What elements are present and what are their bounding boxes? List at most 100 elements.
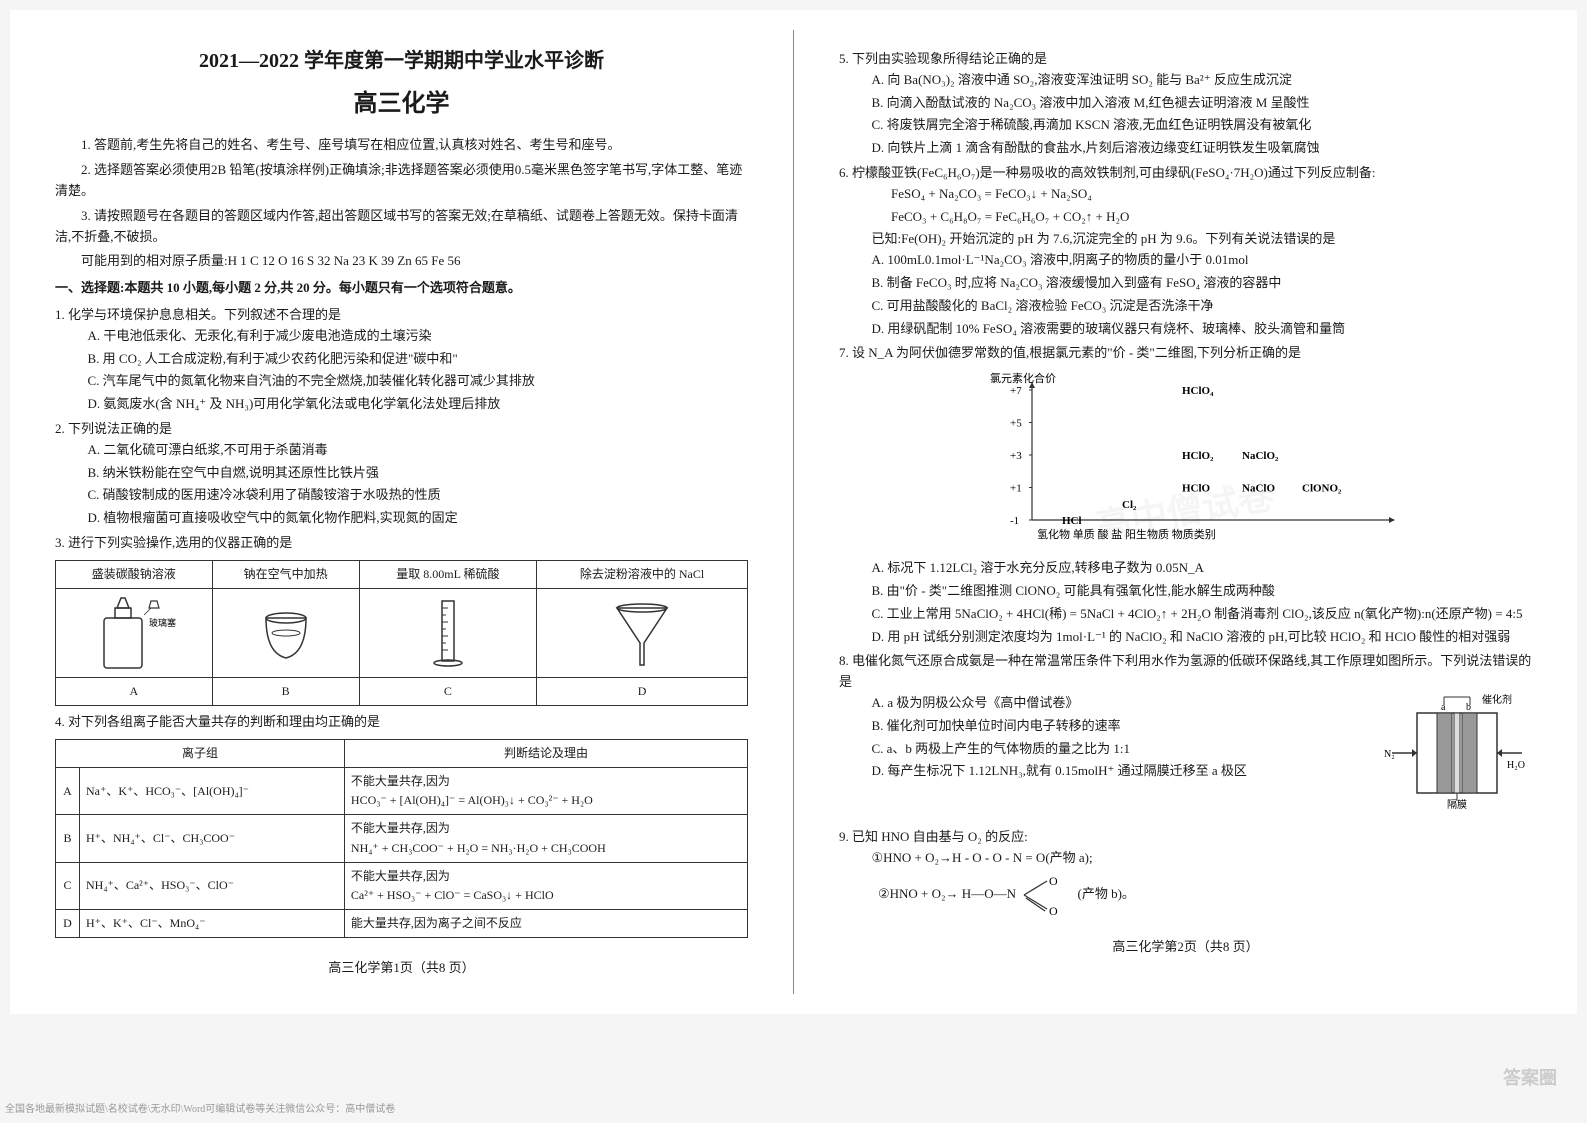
q8-opt-b: B. 催化剂可加快单位时间内电子转移的速率 <box>871 716 1372 737</box>
svg-text:HCl: HCl <box>1062 515 1082 527</box>
q8-stem: 8. 电催化氮气还原合成氨是一种在常温常压条件下利用水作为氢源的低碳环保路线,其… <box>839 651 1532 693</box>
q6-reaction-1: FeSO₄ + Na₂CO₃ = FeCO₃↓ + Na₂SO₄ <box>839 184 1532 205</box>
valence-class-chart-icon: +7+5+3+1-1氯元素化合价氢化物 单质 酸 盐 阳生物质 物质类别HClO… <box>982 370 1402 550</box>
svg-text:氢化物 单质 酸 盐 阳: 氢化物 单质 酸 盐 阳生物质 物质类别 <box>1037 527 1216 541</box>
q3-stem: 3. 进行下列实验操作,选用的仪器正确的是 <box>55 533 748 554</box>
q9-stem: 9. 已知 HNO 自由基与 O₂ 的反应: <box>839 827 1532 848</box>
q7-opt-b: B. 由"价 - 类"二维图推测 ClONO₂ 可能具有强氧化性,能水解生成两种… <box>871 581 1532 602</box>
q5-stem: 5. 下列由实验现象所得结论正确的是 <box>839 49 1532 70</box>
q7-opt-c: C. 工业上常用 5NaClO₂ + 4HCl(稀) = 5NaCl + 4Cl… <box>871 604 1532 625</box>
section-1-header: 一、选择题:本题共 10 小题,每小题 2 分,共 20 分。每小题只有一个选项… <box>55 278 748 299</box>
q6-given: 已知:Fe(OH)₂ 开始沉淀的 pH 为 7.6,沉淀完全的 pH 为 9.6… <box>839 229 1532 250</box>
q4-row-c-reason: 不能大量共存,因为 Ca²⁺ + HSO₃⁻ + ClO⁻ = CaSO₃↓ +… <box>344 862 747 909</box>
q4-row-b-ions: H⁺、NH₄⁺、Cl⁻、CH₃COO⁻ <box>80 815 345 862</box>
q5-opt-d: D. 向铁片上滴 1 滴含有酚酞的食盐水,片刻后溶液边缘变红证明铁发生吸氧腐蚀 <box>871 138 1532 159</box>
electrolysis-cell-icon: 催化剂 a b N₂ H₂O 隔膜 <box>1382 693 1532 823</box>
q7-opt-d: D. 用 pH 试纸分别测定浓度均为 1mol·L⁻¹ 的 NaClO₂ 和 N… <box>871 627 1532 648</box>
q3-table: 盛装碳酸钠溶液 钠在空气中加热 量取 8.00mL 稀硫酸 除去淀粉溶液中的 N… <box>55 560 748 706</box>
q4-row-b-reason: 不能大量共存,因为 NH₄⁺ + CH₃COO⁻ + H₂O = NH₃·H₂O… <box>344 815 747 862</box>
answer-stamp: 答案圈 <box>1503 1064 1557 1093</box>
svg-text:-1: -1 <box>1010 515 1019 527</box>
q8-opt-c: C. a、b 两极上产生的气体物质的量之比为 1:1 <box>871 739 1372 760</box>
svg-text:+5: +5 <box>1010 418 1022 430</box>
q3-lbl-c: C <box>359 677 536 705</box>
instruction-2: 2. 选择题答案必须使用2B 铅笔(按填涂样例)正确填涂;非选择题答案必须使用0… <box>55 160 748 202</box>
bottom-watermark: 全国各地最新模拟试题\名校试卷\无水印\Word可编辑试卷等关注微信公众号：高中… <box>5 1102 395 1118</box>
q4-row-b-lbl: B <box>56 815 80 862</box>
q8-options: A. a 极为阴极公众号《高中僧试卷》 B. 催化剂可加快单位时间内电子转移的速… <box>839 693 1372 823</box>
funnel-icon <box>602 593 682 673</box>
graduated-cylinder-icon <box>418 593 478 673</box>
q9-line-2: ②HNO + O₂→ H—O—N O O (产物 b)。 <box>839 873 1532 917</box>
q5-options: A. 向 Ba(NO₃)₂ 溶液中通 SO₂,溶液变浑浊证明 SO₂ 能与 Ba… <box>839 70 1532 159</box>
q2-options: A. 二氧化硫可漂白纸浆,不可用于杀菌消毒 B. 纳米铁粉能在空气中自燃,说明其… <box>55 440 748 529</box>
q1-options: A. 干电池低汞化、无汞化,有利于减少废电池造成的土壤污染 B. 用 CO₂ 人… <box>55 326 748 415</box>
exam-page: 2021—2022 学年度第一学期期中学业水平诊断 高三化学 1. 答题前,考生… <box>10 10 1577 1014</box>
instruction-3: 3. 请按照题号在各题目的答题区域内作答,超出答题区域书写的答案无效;在草稿纸、… <box>55 206 748 248</box>
svg-text:催化剂: 催化剂 <box>1482 693 1512 706</box>
q6-reaction-2: FeCO₃ + C₆H₈O₇ = FeC₆H₆O₇ + CO₂↑ + H₂O <box>839 207 1532 228</box>
q4-col-hdr-1: 判断结论及理由 <box>344 739 747 767</box>
nitrate-structure-icon: O O <box>1019 873 1074 917</box>
q7-opt-a: A. 标况下 1.12LCl₂ 溶于水充分反应,转移电子数为 0.05N_A <box>871 558 1532 579</box>
reagent-bottle-icon: 玻璃塞 <box>89 593 179 673</box>
q4-row-d-lbl: D <box>56 910 80 938</box>
q6-stem: 6. 柠檬酸亚铁(FeC₆H₆O₇)是一种易吸收的高效铁制剂,可由绿矾(FeSO… <box>839 163 1532 184</box>
q9-line-1: ①HNO + O₂→H - O - O - N = O(产物 a); <box>839 848 1532 869</box>
q4-row-a-reason: 不能大量共存,因为 HCO₃⁻ + [Al(OH)₄]⁻ = Al(OH)₃↓ … <box>344 768 747 815</box>
q2-stem: 2. 下列说法正确的是 <box>55 419 748 440</box>
q9-line2-suffix: (产物 b)。 <box>1077 886 1134 901</box>
q3-apparatus-a: 玻璃塞 <box>56 588 213 677</box>
svg-text:O: O <box>1049 904 1058 917</box>
svg-text:Cl₂: Cl₂ <box>1122 499 1137 511</box>
svg-text:+3: +3 <box>1010 450 1022 462</box>
svg-text:NaClO₂: NaClO₂ <box>1242 450 1279 462</box>
q9-struct: O O <box>1019 873 1074 917</box>
q5-opt-c: C. 将废铁屑完全溶于稀硫酸,再滴加 KSCN 溶液,无血红色证明铁屑没有被氧化 <box>871 115 1532 136</box>
q1-opt-a: A. 干电池低汞化、无汞化,有利于减少废电池造成的土壤污染 <box>88 326 749 347</box>
q3-hdr-0: 盛装碳酸钠溶液 <box>56 560 213 588</box>
svg-text:O: O <box>1049 874 1058 888</box>
page-1-column: 2021—2022 学年度第一学期期中学业水平诊断 高三化学 1. 答题前,考生… <box>30 30 773 994</box>
q4-row-a-lbl: A <box>56 768 80 815</box>
svg-text:HClO₄: HClO₄ <box>1182 385 1214 397</box>
crucible-icon <box>246 593 326 673</box>
q8-opt-d: D. 每产生标况下 1.12LNH₃,就有 0.15molH⁺ 通过隔膜迁移至 … <box>871 761 1372 782</box>
q3-hdr-1: 钠在空气中加热 <box>212 560 359 588</box>
q7-chart: +7+5+3+1-1氯元素化合价氢化物 单质 酸 盐 阳生物质 物质类别HClO… <box>839 370 1532 550</box>
svg-text:NaClO: NaClO <box>1242 483 1275 495</box>
q4-row-a-ions: Na⁺、K⁺、HCO₃⁻、[Al(OH)₄]⁻ <box>80 768 345 815</box>
atomic-masses: 可能用到的相对原子质量:H 1 C 12 O 16 S 32 Na 23 K 3… <box>55 251 748 272</box>
svg-text:ClONO₂: ClONO₂ <box>1302 483 1342 495</box>
q3-hdr-3: 除去淀粉溶液中的 NaCl <box>537 560 748 588</box>
q1-stem: 1. 化学与环境保护息息相关。下列叙述不合理的是 <box>55 305 748 326</box>
q3-hdr-2: 量取 8.00mL 稀硫酸 <box>359 560 536 588</box>
q3-apparatus-d <box>537 588 748 677</box>
page-2-column: 高中僧试卷 5. 下列由实验现象所得结论正确的是 A. 向 Ba(NO₃)₂ 溶… <box>814 30 1557 994</box>
q2-opt-a: A. 二氧化硫可漂白纸浆,不可用于杀菌消毒 <box>88 440 749 461</box>
q3-apparatus-b <box>212 588 359 677</box>
q2-opt-b: B. 纳米铁粉能在空气中自燃,说明其还原性比铁片强 <box>88 463 749 484</box>
q4-row-c-lbl: C <box>56 862 80 909</box>
svg-text:玻璃塞: 玻璃塞 <box>149 617 176 628</box>
page-1-footer: 高三化学第1页（共8 页） <box>55 958 748 979</box>
q8-opt-a: A. a 极为阴极公众号《高中僧试卷》 <box>871 693 1372 714</box>
exam-subtitle: 高三化学 <box>55 85 748 123</box>
q6-opt-d: D. 用绿矾配制 10% FeSO₄ 溶液需要的玻璃仪器只有烧杯、玻璃棒、胶头滴… <box>871 319 1532 340</box>
exam-title: 2021—2022 学年度第一学期期中学业水平诊断 <box>55 45 748 77</box>
q8-figure: 催化剂 a b N₂ H₂O 隔膜 <box>1382 693 1532 823</box>
page-2-footer: 高三化学第2页（共8 页） <box>839 937 1532 958</box>
q1-opt-c: C. 汽车尾气中的氮氧化物来自汽油的不完全燃烧,加装催化转化器可减少其排放 <box>88 371 749 392</box>
q7-options: A. 标况下 1.12LCl₂ 溶于水充分反应,转移电子数为 0.05N_A B… <box>839 558 1532 647</box>
q3-lbl-a: A <box>56 677 213 705</box>
q5-opt-b: B. 向滴入酚酞试液的 Na₂CO₃ 溶液中加入溶液 M,红色褪去证明溶液 M … <box>871 93 1532 114</box>
column-divider <box>793 30 794 994</box>
q7-stem: 7. 设 N_A 为阿伏伽德罗常数的值,根据氯元素的"价 - 类"二维图,下列分… <box>839 343 1532 364</box>
q5-opt-a: A. 向 Ba(NO₃)₂ 溶液中通 SO₂,溶液变浑浊证明 SO₂ 能与 Ba… <box>871 70 1532 91</box>
q6-opt-c: C. 可用盐酸酸化的 BaCl₂ 溶液检验 FeCO₃ 沉淀是否洗涤干净 <box>871 296 1532 317</box>
q2-opt-d: D. 植物根瘤菌可直接吸收空气中的氮氧化物作肥料,实现氮的固定 <box>88 508 749 529</box>
q4-row-d-ions: H⁺、K⁺、Cl⁻、MnO₄⁻ <box>80 910 345 938</box>
q2-opt-c: C. 硝酸铵制成的医用速冷冰袋利用了硝酸铵溶于水吸热的性质 <box>88 485 749 506</box>
svg-text:HClO₂: HClO₂ <box>1182 450 1214 462</box>
svg-text:N₂: N₂ <box>1384 749 1395 760</box>
